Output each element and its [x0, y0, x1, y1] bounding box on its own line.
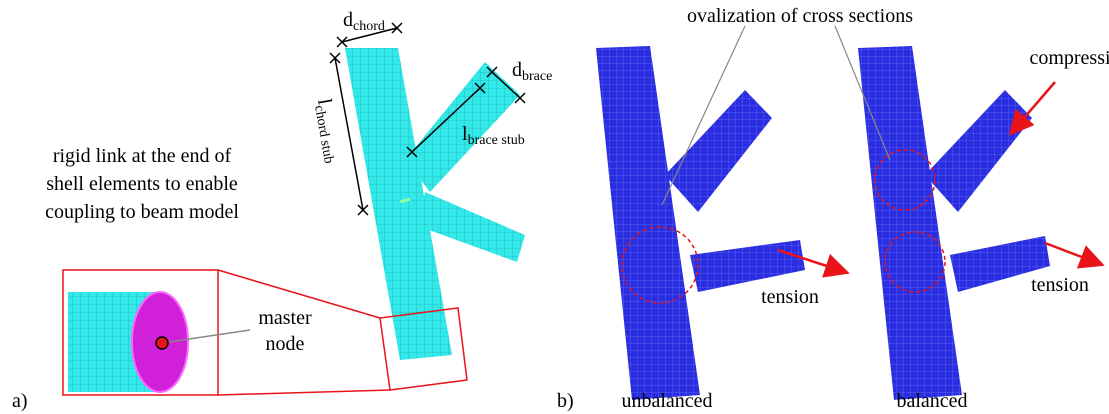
- master-node-label: master: [258, 307, 312, 329]
- master-node-label: node: [266, 333, 305, 355]
- rigid-link-text: rigid link at the end of: [53, 145, 232, 167]
- compression-label: compression: [1029, 47, 1109, 69]
- label-part: d: [512, 59, 522, 81]
- model-balanced: [858, 46, 1105, 400]
- l-chord-stub-label: lchord stub: [310, 97, 346, 165]
- panel-label: b): [557, 390, 574, 412]
- tension-label: tension: [1031, 274, 1089, 296]
- l-brace-stub-label: lbrace stub: [462, 123, 525, 148]
- dimension-lines: [329, 22, 526, 216]
- caption: balanced: [896, 390, 967, 412]
- label-part: chord stub: [311, 104, 336, 164]
- annotation-leaders: [661, 25, 891, 206]
- model-a: [345, 48, 525, 360]
- label-part: brace stub: [468, 133, 525, 148]
- model-unbalanced: [596, 46, 850, 400]
- label-part: l: [462, 123, 468, 145]
- panel-label: a): [12, 390, 28, 412]
- d-chord-label: dchord: [343, 9, 385, 34]
- tension-label: tension: [761, 286, 819, 308]
- label-part: d: [343, 9, 353, 31]
- inset: [62, 269, 468, 396]
- caption: unbalanced: [621, 390, 712, 412]
- label-part: brace: [522, 69, 552, 84]
- d-brace-label: dbrace: [512, 59, 552, 84]
- rigid-link-text: coupling to beam model: [45, 201, 239, 223]
- label-part: l: [313, 97, 336, 107]
- label-part: chord: [353, 19, 385, 34]
- annotation: ovalization of cross sections: [687, 5, 913, 27]
- rigid-link-text: shell elements to enable: [46, 173, 238, 195]
